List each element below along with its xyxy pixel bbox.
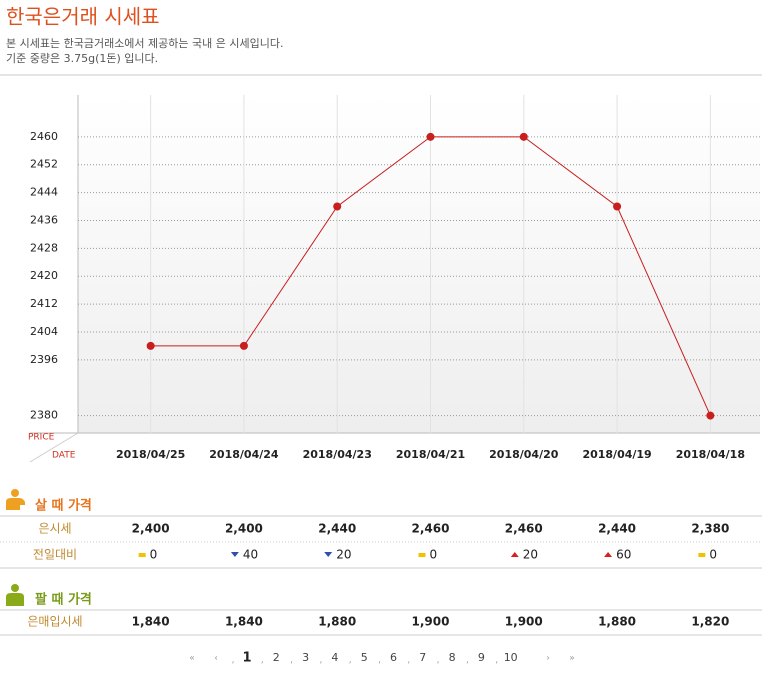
page-separator: , [290,656,293,666]
buy-icon [6,489,25,510]
data-point [239,341,248,350]
data-point [613,202,622,211]
page-separator: , [319,656,322,666]
y-tick-label: 2460 [30,130,58,143]
y-tick-label: 2444 [30,186,58,199]
section-title: 팔 때 가격 [35,593,92,608]
y-tick-label: 2380 [30,409,58,422]
row-label: 전일대비 [33,548,77,562]
trend-flat [698,553,706,557]
cell: 1,900 [505,615,543,629]
cell: 20 [523,548,538,562]
cell: 0 [430,548,438,562]
y-tick-label: 2412 [30,297,58,310]
trend-down [324,552,333,557]
cell: 20 [336,548,351,562]
page-separator: , [232,656,235,666]
row-label: 은매입시세 [27,615,82,629]
page-separator: , [437,656,440,666]
page-link[interactable]: 9 [478,651,485,664]
cell: 2,400 [132,522,170,536]
data-point [333,202,342,211]
data-point [426,132,435,141]
plot-area [78,95,760,433]
page-separator: , [349,656,352,666]
data-point [146,341,155,350]
data-point [519,132,528,141]
cell: 1,820 [691,615,729,629]
sell-icon [6,584,24,606]
cell: 2,460 [505,522,543,536]
y-tick-label: 2420 [30,269,58,282]
cell: 60 [616,548,631,562]
page-title: 한국은거래 시세표 [6,5,160,29]
page-link[interactable]: 2 [273,651,280,664]
data-point [706,411,715,420]
page-link[interactable]: 7 [419,651,426,664]
page-separator: , [378,656,381,666]
page-separator: , [261,656,264,666]
x-tick-label: 2018/04/20 [489,448,559,461]
page-next[interactable]: › [546,654,550,664]
cell: 2,400 [225,522,263,536]
y-tick-label: 2452 [30,158,58,171]
x-axis-label: DATE [52,451,76,461]
trend-flat [418,553,426,557]
page-separator: , [407,656,410,666]
page-link[interactable]: 5 [361,651,368,664]
corner-diagonal [29,432,79,463]
cell: 40 [243,548,258,562]
trend-up [604,552,613,557]
x-tick-label: 2018/04/24 [209,448,279,461]
x-tick-label: 2018/04/25 [116,448,185,461]
page-link[interactable]: 10 [504,651,518,664]
x-tick-label: 2018/04/18 [676,448,745,461]
cell: 2,440 [598,522,636,536]
trend-down [230,552,239,557]
page-link[interactable]: 1 [242,651,251,666]
cell: 1,840 [132,615,170,629]
page-link[interactable]: 3 [302,651,309,664]
page-link[interactable]: 8 [449,651,456,664]
cell: 0 [150,548,158,562]
x-tick-label: 2018/04/21 [396,448,465,461]
cell: 1,880 [318,615,356,629]
cell: 0 [709,548,717,562]
description: 기준 중량은 3.75g(1돈) 입니다. [6,52,158,65]
cell: 2,380 [691,522,729,536]
trend-up [510,552,519,557]
page-last[interactable]: » [569,654,575,664]
cell: 2,440 [318,522,356,536]
page-separator: , [495,656,498,666]
row-label: 은시세 [38,522,71,536]
page-separator: , [466,656,469,666]
y-axis-label: PRICE [28,433,55,443]
cell: 2,460 [412,522,450,536]
page-link[interactable]: 6 [390,651,397,664]
cell: 1,880 [598,615,636,629]
y-tick-label: 2404 [30,325,58,338]
page-first[interactable]: « [189,654,195,664]
y-tick-label: 2428 [30,241,58,254]
cell: 1,840 [225,615,263,629]
section-title: 살 때 가격 [35,498,92,514]
page-link[interactable]: 4 [331,651,338,664]
x-tick-label: 2018/04/23 [303,448,372,461]
trend-flat [138,553,146,557]
page-prev[interactable]: ‹ [214,654,218,664]
y-tick-label: 2436 [30,213,58,226]
cell: 1,900 [412,615,450,629]
y-tick-label: 2396 [30,353,58,366]
description: 본 시세표는 한국금거래소에서 제공하는 국내 은 시세입니다. [6,36,283,50]
x-tick-label: 2018/04/19 [582,448,651,461]
